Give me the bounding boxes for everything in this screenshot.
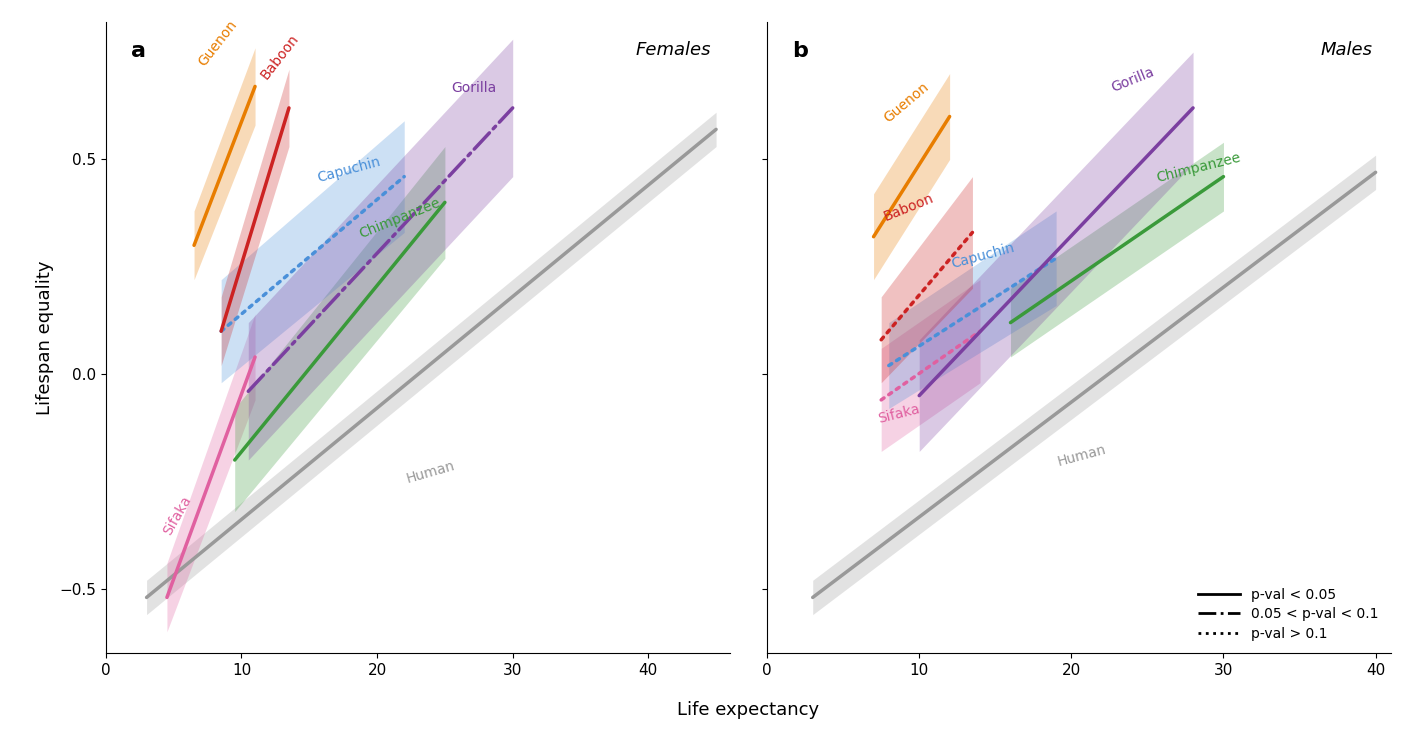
Text: Baboon: Baboon	[258, 32, 301, 82]
Text: Capuchin: Capuchin	[316, 155, 383, 185]
Text: Chimpanzee: Chimpanzee	[357, 196, 442, 241]
Legend: p-val < 0.05, 0.05 < p-val < 0.1, p-val > 0.1: p-val < 0.05, 0.05 < p-val < 0.1, p-val …	[1193, 582, 1384, 647]
Y-axis label: Lifespan equality: Lifespan equality	[35, 261, 54, 415]
Text: Males: Males	[1320, 41, 1372, 59]
Text: Guenon: Guenon	[881, 80, 932, 125]
Text: Human: Human	[1056, 442, 1108, 468]
Text: b: b	[792, 41, 808, 61]
Text: Baboon: Baboon	[881, 191, 935, 224]
Text: Life expectancy: Life expectancy	[678, 701, 819, 719]
Text: Capuchin: Capuchin	[950, 241, 1017, 271]
Text: Chimpanzee: Chimpanzee	[1155, 150, 1243, 185]
Text: Sifaka: Sifaka	[877, 401, 922, 426]
Text: a: a	[131, 41, 145, 61]
Text: Females: Females	[635, 41, 710, 59]
Text: Gorilla: Gorilla	[1110, 65, 1156, 95]
Text: Sifaka: Sifaka	[160, 493, 193, 537]
Text: Human: Human	[404, 459, 456, 486]
Text: Gorilla: Gorilla	[452, 81, 497, 95]
Text: Guenon: Guenon	[195, 18, 240, 69]
